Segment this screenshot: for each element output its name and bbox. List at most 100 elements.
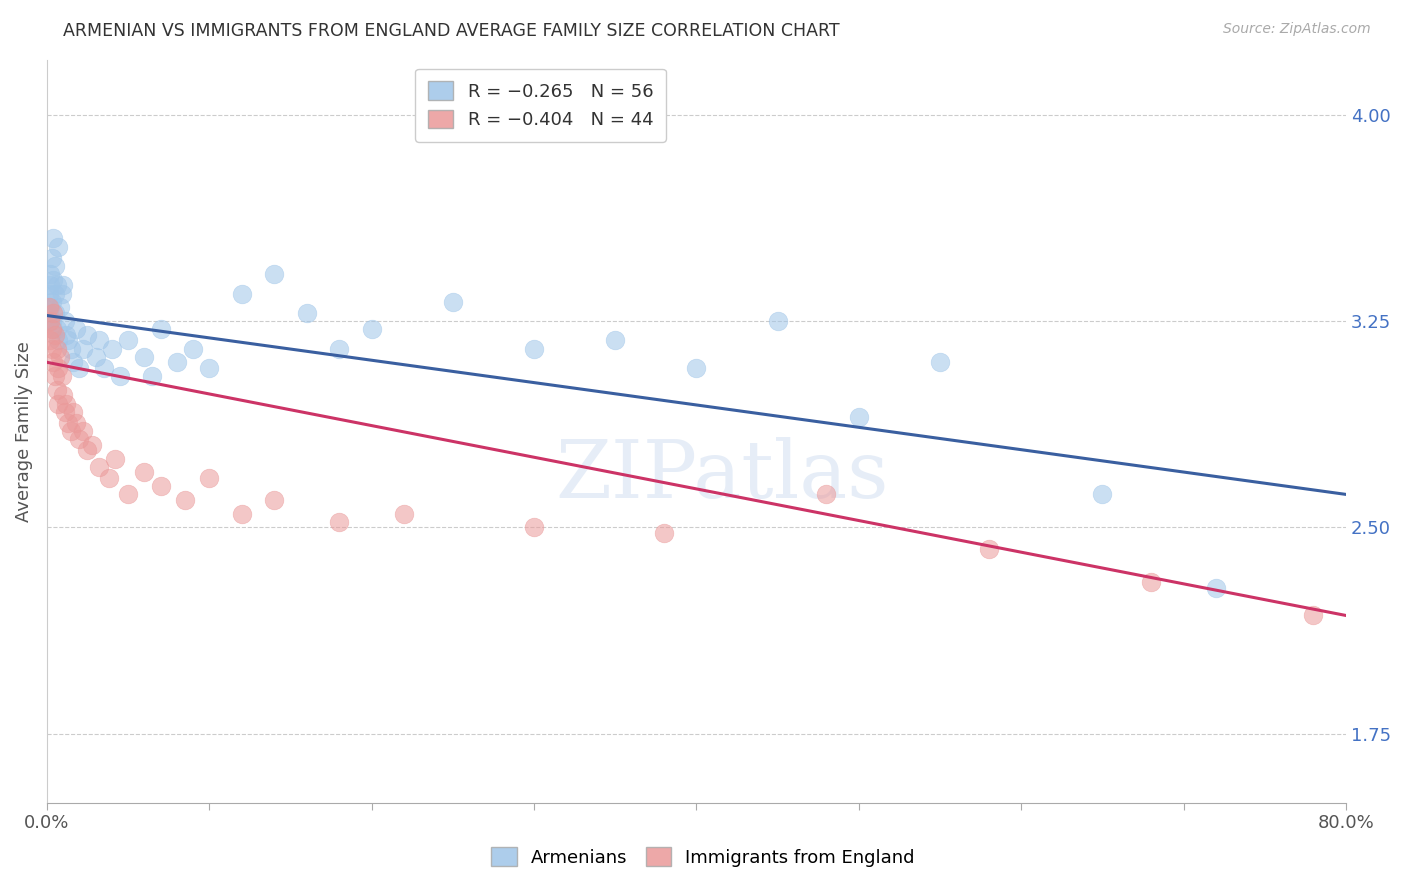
Point — [56, 416, 79, 430]
Point — [231, 507, 253, 521]
Point — [39, 278, 62, 293]
Point — [87, 459, 110, 474]
Point — [67, 360, 90, 375]
Point — [392, 507, 415, 521]
Point — [93, 360, 115, 375]
Point — [46, 396, 69, 410]
Point — [84, 350, 107, 364]
Point — [44, 259, 66, 273]
Point — [45, 322, 67, 336]
Point — [149, 322, 172, 336]
Point — [76, 327, 98, 342]
Point — [929, 355, 952, 369]
Point — [149, 479, 172, 493]
Point — [263, 267, 285, 281]
Point — [60, 424, 83, 438]
Point — [41, 322, 63, 336]
Point — [44, 306, 66, 320]
Point — [87, 333, 110, 347]
Point — [46, 333, 69, 347]
Point — [328, 342, 350, 356]
Point — [104, 451, 127, 466]
Point — [46, 360, 69, 375]
Point — [1302, 608, 1324, 623]
Point — [101, 342, 124, 356]
Text: ARMENIAN VS IMMIGRANTS FROM ENGLAND AVERAGE FAMILY SIZE CORRELATION CHART: ARMENIAN VS IMMIGRANTS FROM ENGLAND AVER… — [63, 22, 839, 40]
Point — [181, 342, 204, 356]
Point — [65, 322, 87, 336]
Point — [42, 322, 65, 336]
Point — [605, 333, 627, 347]
Point — [67, 433, 90, 447]
Point — [45, 383, 67, 397]
Point — [60, 342, 83, 356]
Point — [134, 350, 156, 364]
Point — [1091, 487, 1114, 501]
Point — [42, 273, 65, 287]
Point — [523, 520, 546, 534]
Legend: R = −0.265   N = 56, R = −0.404   N = 44: R = −0.265 N = 56, R = −0.404 N = 44 — [415, 69, 666, 142]
Point — [1140, 575, 1163, 590]
Point — [38, 286, 60, 301]
Point — [38, 306, 60, 320]
Point — [41, 251, 63, 265]
Point — [55, 396, 77, 410]
Point — [39, 267, 62, 281]
Y-axis label: Average Family Size: Average Family Size — [15, 341, 32, 522]
Point — [108, 369, 131, 384]
Point — [41, 294, 63, 309]
Point — [62, 405, 84, 419]
Point — [685, 360, 707, 375]
Point — [49, 300, 72, 314]
Point — [53, 405, 76, 419]
Point — [117, 333, 139, 347]
Point — [52, 278, 75, 293]
Point — [441, 294, 464, 309]
Point — [39, 333, 62, 347]
Point — [117, 487, 139, 501]
Point — [652, 525, 675, 540]
Point — [198, 471, 221, 485]
Point — [55, 327, 77, 342]
Point — [174, 492, 197, 507]
Point — [523, 342, 546, 356]
Point — [141, 369, 163, 384]
Point — [38, 300, 60, 314]
Point — [977, 542, 1000, 557]
Point — [328, 515, 350, 529]
Point — [97, 471, 120, 485]
Point — [231, 286, 253, 301]
Point — [45, 342, 67, 356]
Point — [49, 350, 72, 364]
Point — [42, 231, 65, 245]
Point — [295, 306, 318, 320]
Point — [41, 314, 63, 328]
Text: Source: ZipAtlas.com: Source: ZipAtlas.com — [1223, 22, 1371, 37]
Legend: Armenians, Immigrants from England: Armenians, Immigrants from England — [484, 840, 922, 874]
Point — [815, 487, 838, 501]
Point — [44, 327, 66, 342]
Point — [65, 416, 87, 430]
Point — [263, 492, 285, 507]
Point — [41, 342, 63, 356]
Point — [360, 322, 382, 336]
Point — [72, 424, 94, 438]
Point — [848, 410, 870, 425]
Point — [39, 300, 62, 314]
Point — [51, 369, 73, 384]
Point — [52, 388, 75, 402]
Text: ZIPatlas: ZIPatlas — [555, 437, 889, 515]
Point — [44, 286, 66, 301]
Point — [76, 443, 98, 458]
Point — [56, 333, 79, 347]
Point — [766, 314, 789, 328]
Point — [1205, 581, 1227, 595]
Point — [166, 355, 188, 369]
Point — [62, 355, 84, 369]
Point — [42, 355, 65, 369]
Point — [198, 360, 221, 375]
Point — [72, 342, 94, 356]
Point — [46, 240, 69, 254]
Point — [134, 466, 156, 480]
Point — [82, 438, 104, 452]
